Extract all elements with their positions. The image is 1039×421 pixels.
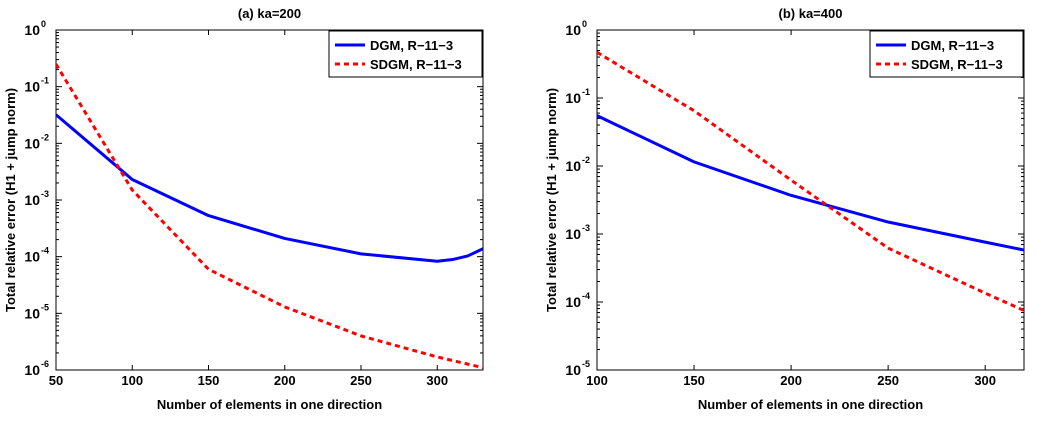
- y-tick-exponent: -3: [41, 189, 49, 199]
- y-tick-base: 10: [24, 362, 40, 378]
- y-tick-base: 10: [24, 135, 40, 151]
- y-tick-exponent: -2: [582, 155, 590, 165]
- legend: DGM, R−11−3 SDGM, R−11−3: [869, 30, 1024, 78]
- y-tick-label: 10: [24, 22, 40, 38]
- legend-label: DGM, R−11−3: [370, 38, 453, 53]
- chart-title: (a) ka=200: [238, 6, 301, 21]
- y-tick-exponent: -4: [582, 291, 590, 301]
- legend-label: DGM, R−11−3: [911, 38, 994, 53]
- y-tick-base: 10: [565, 294, 581, 310]
- x-tick-label: 250: [350, 373, 372, 388]
- chart-title: (b) ka=400: [779, 6, 843, 21]
- y-tick-label: 10: [565, 90, 581, 106]
- chart-panel-1: (a) ka=200 Number of elements in one dire…: [3, 6, 484, 412]
- y-tick-label: 10: [565, 294, 581, 310]
- x-tick-label: 250: [877, 373, 899, 388]
- y-tick-label: 10: [24, 305, 40, 321]
- series-line-dgm: [597, 114, 1024, 252]
- y-tick-exponent: -5: [41, 302, 49, 312]
- series-line-sdgm: [56, 63, 483, 370]
- y-tick-exponent: -2: [41, 132, 49, 142]
- legend-box: [869, 30, 1024, 78]
- y-tick-exponent: -3: [582, 223, 590, 233]
- x-tick-label: 50: [49, 373, 63, 388]
- y-tick-label: 10: [565, 362, 581, 378]
- y-tick-base: 10: [24, 192, 40, 208]
- y-tick-base: 10: [565, 362, 581, 378]
- series-line-dgm: [56, 113, 483, 263]
- y-tick-exponent: -4: [41, 246, 49, 256]
- y-tick-exponent: -1: [582, 87, 590, 97]
- y-axis-label: Total relative error (H1 + jump norm): [544, 88, 559, 312]
- y-tick-label: 10: [24, 135, 40, 151]
- x-axis-label: Number of elements in one direction: [157, 397, 382, 412]
- y-tick-base: 10: [24, 79, 40, 95]
- x-tick-label: 300: [426, 373, 448, 388]
- x-tick-label: 150: [198, 373, 220, 388]
- y-tick-base: 10: [24, 249, 40, 265]
- y-tick-exponent: 0: [41, 19, 46, 29]
- y-tick-label: 10: [565, 226, 581, 242]
- series-line-sdgm: [597, 51, 1024, 312]
- legend-box: [328, 30, 483, 78]
- plot-area: [55, 29, 484, 371]
- y-tick-base: 10: [565, 90, 581, 106]
- y-tick-label: 10: [24, 192, 40, 208]
- x-tick-label: 150: [683, 373, 705, 388]
- y-tick-base: 10: [565, 22, 581, 38]
- y-tick-base: 10: [24, 22, 40, 38]
- y-tick-label: 10: [24, 249, 40, 265]
- y-tick-base: 10: [565, 158, 581, 174]
- y-tick-exponent: 0: [582, 19, 587, 29]
- chart-panel-2: (b) ka=400 Number of elements in one dire…: [544, 6, 1025, 412]
- y-tick-label: 10: [565, 158, 581, 174]
- x-axis-label: Number of elements in one direction: [698, 397, 923, 412]
- x-tick-label: 200: [780, 373, 802, 388]
- y-tick-exponent: -5: [582, 359, 590, 369]
- y-tick-base: 10: [565, 226, 581, 242]
- y-tick-label: 10: [24, 79, 40, 95]
- y-tick-label: 10: [24, 362, 40, 378]
- x-tick-label: 200: [274, 373, 296, 388]
- x-tick-label: 100: [586, 373, 608, 388]
- y-tick-label: 10: [565, 22, 581, 38]
- x-tick-label: 100: [121, 373, 143, 388]
- y-tick-exponent: -6: [41, 359, 49, 369]
- y-tick-exponent: -1: [41, 76, 49, 86]
- y-tick-base: 10: [24, 305, 40, 321]
- x-tick-label: 300: [974, 373, 996, 388]
- legend-label: SDGM, R−11−3: [911, 57, 1003, 72]
- y-axis-label: Total relative error (H1 + jump norm): [3, 88, 18, 312]
- legend: DGM, R−11−3 SDGM, R−11−3: [328, 30, 483, 78]
- legend-label: SDGM, R−11−3: [370, 57, 462, 72]
